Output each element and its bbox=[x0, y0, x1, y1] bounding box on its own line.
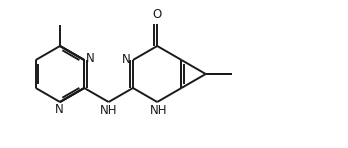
Text: O: O bbox=[152, 8, 162, 21]
Text: N: N bbox=[55, 103, 63, 116]
Text: N: N bbox=[86, 53, 95, 66]
Text: NH: NH bbox=[100, 104, 117, 117]
Text: N: N bbox=[122, 53, 131, 66]
Text: NH: NH bbox=[150, 104, 167, 117]
